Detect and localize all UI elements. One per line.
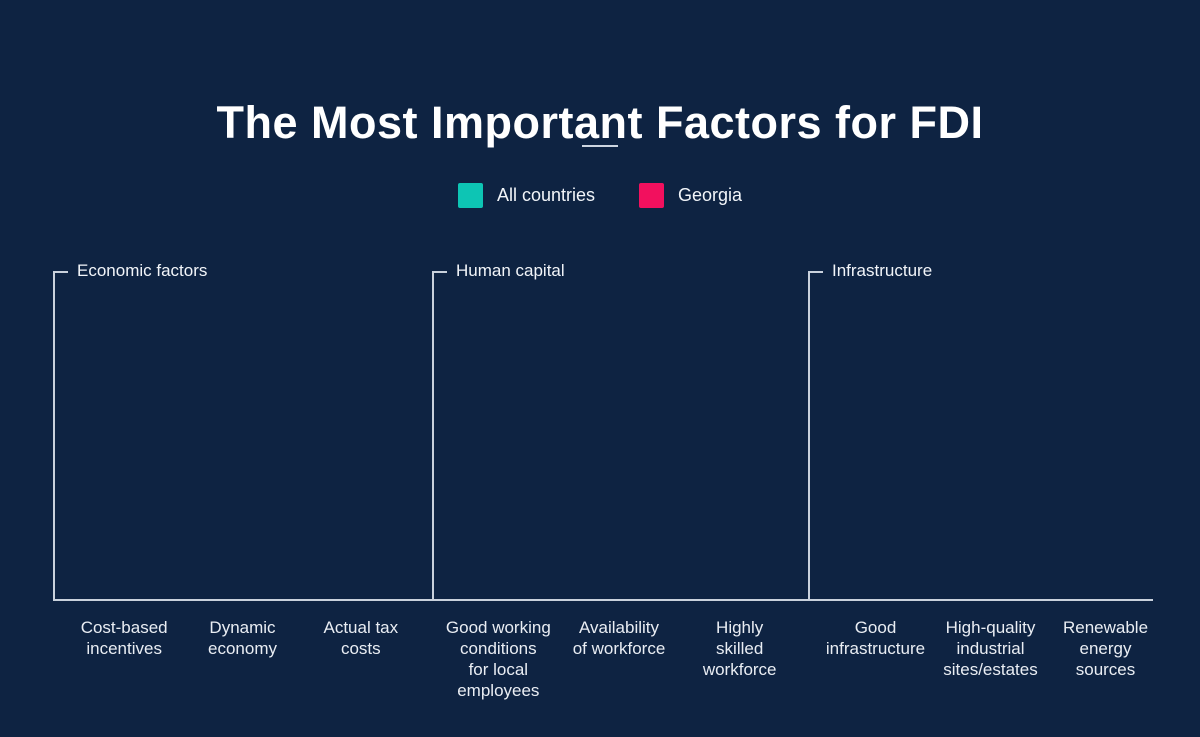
chart-legend: All countries Georgia — [0, 183, 1200, 208]
legend-label-all-countries: All countries — [496, 185, 595, 205]
axis-tick — [810, 271, 823, 273]
chart-panel-infrastructure: Infrastructure — [808, 261, 1155, 599]
label-group-human-capital: Good working conditions for local employ… — [438, 617, 800, 701]
axis-tick — [434, 271, 447, 273]
section-title-economic-factors: Economic factors — [77, 261, 208, 280]
category-label-high-quality-industrial-sites: High-quality industrial sites/estates — [943, 618, 1038, 679]
category-label-cost-based-incentives: Cost-based incentives — [80, 618, 168, 658]
category-label-good-infrastructure: Good infrastructure — [825, 618, 926, 658]
legend-item-georgia[interactable]: Georgia — [639, 183, 742, 208]
title-divider — [582, 145, 618, 147]
section-title-infrastructure: Infrastructure — [832, 261, 933, 280]
category-label-dynamic-economy: Dynamic economy — [208, 618, 277, 658]
category-axis-labels: Cost-based incentives Dynamic economy Ac… — [53, 617, 1173, 727]
legend-swatch-all-countries — [457, 183, 483, 208]
page-title: The Most Important Factors for FDI — [216, 97, 984, 149]
section-title-human-capital: Human capital — [456, 261, 565, 280]
legend-swatch-georgia — [639, 183, 664, 208]
chart-panel-human-capital: Human capital — [432, 261, 810, 599]
axis-tick — [55, 271, 68, 273]
chart-panel-economic-factors: Economic factors — [53, 261, 434, 599]
category-label-good-working-conditions: Good working conditions for local employ… — [445, 618, 551, 700]
legend-item-all-countries[interactable]: All countries — [457, 183, 595, 208]
chart-plot-area: Economic factors Human capital Infrastru… — [53, 261, 1155, 601]
label-group-infrastructure: Good infrastructure High-quality industr… — [818, 617, 1163, 680]
category-label-renewable-energy-sources: Renewable energy sources — [1062, 618, 1149, 679]
label-group-economic-factors: Cost-based incentives Dynamic economy Ac… — [65, 617, 420, 659]
category-label-highly-skilled-workforce: Highly skilled workforce — [702, 618, 777, 679]
legend-label-georgia: Georgia — [678, 185, 743, 205]
category-label-actual-tax-costs: Actual tax costs — [323, 618, 399, 658]
category-label-availability-of-workforce: Availability of workforce — [572, 618, 666, 658]
